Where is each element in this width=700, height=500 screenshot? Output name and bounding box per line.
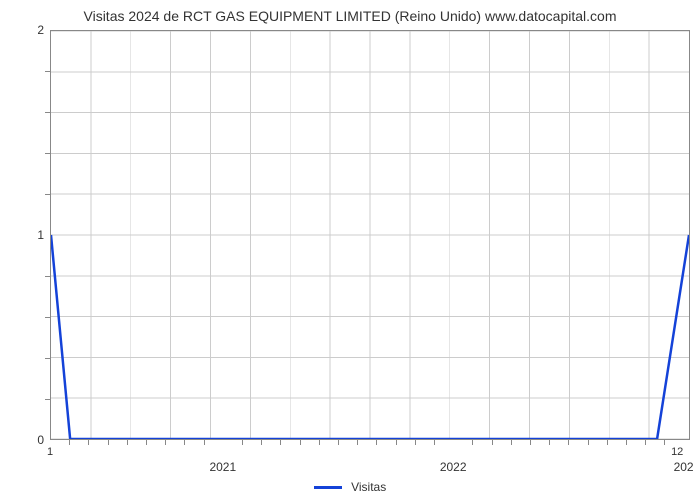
x-minor-tick <box>645 440 646 445</box>
x-minor-tick <box>300 440 301 445</box>
x-minor-tick <box>568 440 569 445</box>
x-minor-tick <box>664 440 665 445</box>
y-minor-tick <box>45 399 50 400</box>
x-minor-tick <box>146 440 147 445</box>
x-minor-tick <box>242 440 243 445</box>
x-minor-tick <box>396 440 397 445</box>
x-minor-tick <box>511 440 512 445</box>
x-minor-tick <box>261 440 262 445</box>
x-minor-tick <box>549 440 550 445</box>
plot-area <box>50 30 690 440</box>
y-minor-tick <box>45 112 50 113</box>
x-major-tick: 2021 <box>209 460 236 474</box>
y-tick: 0 <box>37 433 44 447</box>
y-minor-tick <box>45 317 50 318</box>
x-minor-tick <box>588 440 589 445</box>
x-minor-tick <box>492 440 493 445</box>
y-minor-tick <box>45 153 50 154</box>
x-minor-tick <box>184 440 185 445</box>
x-minor-tick <box>108 440 109 445</box>
legend: Visitas <box>0 479 700 494</box>
x-minor-tick <box>357 440 358 445</box>
x-minor-tick <box>530 440 531 445</box>
y-tick: 2 <box>37 23 44 37</box>
x-major-tick: 2022 <box>440 460 467 474</box>
x-minor-tick <box>415 440 416 445</box>
y-tick: 1 <box>37 228 44 242</box>
legend-swatch <box>314 486 342 489</box>
x-tick-left: 1 <box>47 446 53 458</box>
y-minor-tick <box>45 358 50 359</box>
x-minor-tick <box>472 440 473 445</box>
chart-title: Visitas 2024 de RCT GAS EQUIPMENT LIMITE… <box>0 0 700 24</box>
legend-label: Visitas <box>351 480 386 494</box>
x-minor-tick <box>280 440 281 445</box>
x-minor-tick <box>434 440 435 445</box>
x-minor-tick <box>376 440 377 445</box>
x-tick-right: 12 <box>671 446 683 458</box>
x-minor-tick <box>626 440 627 445</box>
x-minor-tick <box>165 440 166 445</box>
x-minor-tick <box>204 440 205 445</box>
x-tick-right2: 202 <box>674 460 694 474</box>
x-minor-tick <box>319 440 320 445</box>
grid <box>51 31 689 439</box>
plot-container: 01211220220212022 <box>50 30 690 440</box>
x-minor-tick <box>338 440 339 445</box>
y-minor-tick <box>45 194 50 195</box>
y-minor-tick <box>45 71 50 72</box>
x-minor-tick <box>607 440 608 445</box>
x-minor-tick <box>69 440 70 445</box>
x-minor-tick <box>127 440 128 445</box>
y-minor-tick <box>45 276 50 277</box>
x-minor-tick <box>88 440 89 445</box>
